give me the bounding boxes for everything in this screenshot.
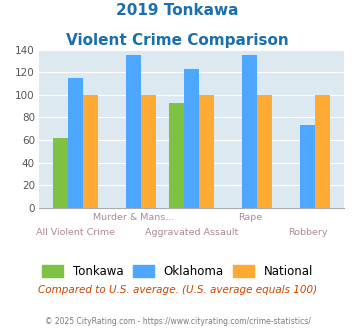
Text: Violent Crime Comparison: Violent Crime Comparison: [66, 33, 289, 48]
Bar: [257, 95, 272, 208]
Bar: [53, 138, 68, 208]
Bar: [242, 55, 257, 208]
Text: 2019 Tonkawa: 2019 Tonkawa: [116, 3, 239, 18]
Bar: [126, 55, 141, 208]
Bar: [83, 95, 98, 208]
Bar: [68, 78, 83, 208]
Text: Robbery: Robbery: [288, 228, 328, 237]
Bar: [169, 103, 184, 208]
Text: Aggravated Assault: Aggravated Assault: [145, 228, 238, 237]
Text: © 2025 CityRating.com - https://www.cityrating.com/crime-statistics/: © 2025 CityRating.com - https://www.city…: [45, 317, 310, 326]
Text: Murder & Mans...: Murder & Mans...: [93, 213, 174, 222]
Bar: [141, 95, 156, 208]
Bar: [315, 95, 331, 208]
Bar: [199, 95, 214, 208]
Text: Compared to U.S. average. (U.S. average equals 100): Compared to U.S. average. (U.S. average …: [38, 285, 317, 295]
Text: All Violent Crime: All Violent Crime: [36, 228, 115, 237]
Bar: [184, 69, 199, 208]
Text: Rape: Rape: [238, 213, 262, 222]
Bar: [300, 125, 315, 208]
Legend: Tonkawa, Oklahoma, National: Tonkawa, Oklahoma, National: [42, 265, 313, 278]
